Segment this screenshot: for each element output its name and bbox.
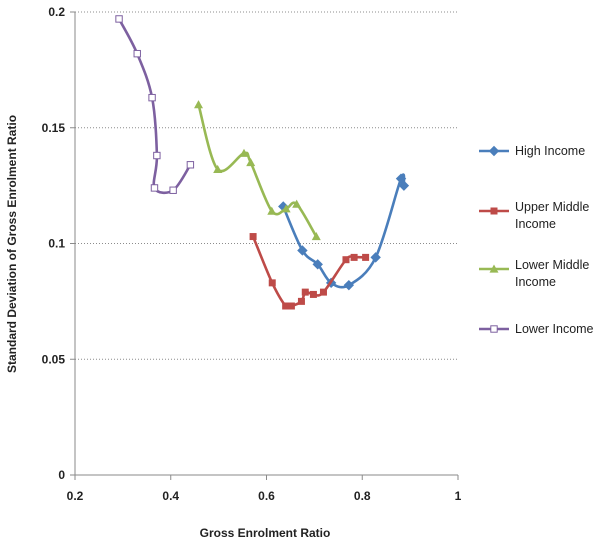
legend-item-high-income: High Income bbox=[479, 144, 585, 158]
series-high-income bbox=[278, 173, 410, 291]
point-lower-middle-income-3 bbox=[246, 157, 256, 167]
point-lower-middle-income-7 bbox=[311, 232, 321, 241]
point-upper-middle-income-2 bbox=[282, 302, 290, 310]
series-line-lower-income bbox=[117, 18, 192, 195]
x-tick-label-4: 1 bbox=[455, 489, 462, 503]
y-axis-title: Standard Deviation of Gross Enrolment Ra… bbox=[5, 115, 19, 373]
point-lower-income-3 bbox=[153, 151, 161, 160]
legend-item-lower-middle-income: Lower Middle Income bbox=[479, 258, 589, 289]
legend-label-upper-middle-income-line-0: Upper Middle bbox=[515, 200, 589, 214]
point-lower-middle-income-1 bbox=[213, 164, 223, 174]
legend-swatch-marker-1 bbox=[490, 207, 498, 215]
series-layer bbox=[115, 15, 410, 310]
tick-labels: 0 0.05 0.1 0.15 0.2 0.2 0.4 0.6 0.8 1 bbox=[42, 5, 462, 503]
point-lower-income-6 bbox=[186, 161, 195, 169]
point-lower-middle-income-2 bbox=[239, 148, 249, 157]
point-lower-income-1 bbox=[133, 49, 141, 58]
point-lower-income-0 bbox=[115, 15, 123, 23]
point-high-income-4 bbox=[343, 279, 355, 291]
series-lower-middle-income bbox=[194, 100, 321, 241]
point-lower-middle-income-5 bbox=[281, 204, 291, 213]
series-lower-income bbox=[115, 15, 195, 195]
legend-item-upper-middle-income: Upper Middle Income bbox=[479, 200, 589, 231]
point-lower-middle-income-4 bbox=[267, 206, 277, 215]
legend-label-lower-middle-income-line-0: Lower Middle bbox=[515, 258, 589, 272]
legend-swatch-marker-0 bbox=[488, 145, 500, 157]
point-upper-middle-income-1 bbox=[268, 279, 276, 287]
gridlines bbox=[75, 11, 458, 360]
legend-label-high-income: High Income bbox=[515, 144, 585, 158]
point-lower-income-2 bbox=[148, 93, 156, 102]
point-upper-middle-income-9 bbox=[350, 253, 358, 261]
legend-swatch-marker-2 bbox=[489, 264, 499, 273]
point-high-income-5 bbox=[370, 252, 381, 263]
point-upper-middle-income-10 bbox=[362, 253, 370, 261]
x-tick-label-2: 0.6 bbox=[258, 489, 275, 503]
point-upper-middle-income-3 bbox=[287, 302, 295, 310]
point-lower-middle-income-6 bbox=[292, 199, 302, 208]
y-tick-label-4: 0.2 bbox=[48, 5, 65, 19]
axes bbox=[70, 11, 459, 480]
point-lower-middle-income-0 bbox=[194, 100, 204, 109]
y-tick-label-2: 0.1 bbox=[48, 237, 65, 251]
x-tick-label-0: 0.2 bbox=[67, 489, 84, 503]
point-high-income-2 bbox=[312, 259, 323, 270]
point-high-income-6 bbox=[395, 173, 407, 184]
legend-label-upper-middle-income-line-1: Income bbox=[515, 217, 556, 231]
point-upper-middle-income-4 bbox=[297, 297, 305, 305]
y-tick-label-0: 0 bbox=[58, 468, 65, 482]
series-upper-middle-income bbox=[249, 233, 370, 310]
x-axis-title: Gross Enrolment Ratio bbox=[200, 526, 331, 540]
series-line-upper-middle-income bbox=[251, 236, 366, 310]
legend-item-lower-income: Lower Income bbox=[479, 322, 594, 336]
point-lower-income-4 bbox=[150, 184, 159, 192]
point-upper-middle-income-0 bbox=[249, 233, 257, 241]
legend-label-lower-middle-income-line-1: Income bbox=[515, 275, 556, 289]
legend-swatch-marker-3 bbox=[490, 325, 498, 333]
series-line-high-income bbox=[282, 173, 406, 289]
point-upper-middle-income-6 bbox=[309, 290, 317, 298]
y-tick-label-3: 0.15 bbox=[42, 121, 66, 135]
y-tick-label-1: 0.05 bbox=[42, 352, 66, 366]
legend-label-lower-income: Lower Income bbox=[515, 322, 594, 336]
point-upper-middle-income-5 bbox=[301, 288, 309, 296]
point-lower-income-5 bbox=[169, 186, 177, 194]
x-tick-label-1: 0.4 bbox=[162, 489, 179, 503]
point-upper-middle-income-8 bbox=[342, 256, 350, 264]
point-upper-middle-income-7 bbox=[319, 288, 327, 296]
point-high-income-1 bbox=[297, 245, 308, 256]
x-tick-label-3: 0.8 bbox=[354, 489, 371, 503]
point-high-income-7 bbox=[398, 180, 410, 191]
